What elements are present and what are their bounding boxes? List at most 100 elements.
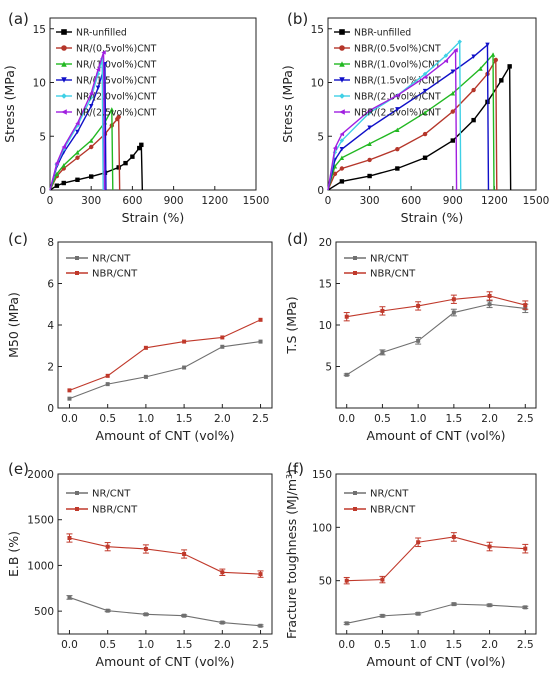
- x-tick-label: 1.5: [176, 413, 193, 425]
- series-nr-1-0vol-cnt: [49, 107, 114, 191]
- y-tick-label: 0: [39, 185, 46, 197]
- data-point: [54, 183, 60, 188]
- x-tick-label: 0.5: [374, 639, 391, 651]
- data-point: [487, 293, 492, 298]
- data-point: [143, 612, 148, 617]
- plot-frame: [49, 17, 257, 191]
- data-point: [367, 157, 372, 163]
- legend-label: NBR/CNT: [370, 269, 416, 280]
- data-point: [422, 71, 428, 77]
- legend-item: NR/CNT: [66, 489, 131, 500]
- data-point: [457, 39, 462, 44]
- legend-item: NBR/(2.0vol%)CNT: [334, 92, 441, 103]
- legend-label: NR/(1.5vol%)CNT: [76, 76, 157, 87]
- data-point: [258, 317, 263, 322]
- data-point: [101, 50, 106, 55]
- data-point: [89, 138, 94, 143]
- legend-marker: [61, 93, 67, 99]
- data-point: [395, 166, 400, 171]
- legend-marker: [75, 256, 79, 260]
- x-axis-label: Strain (%): [401, 210, 464, 225]
- data-point: [450, 91, 455, 96]
- series-nbr-cnt: [343, 291, 529, 322]
- data-point: [344, 372, 349, 377]
- data-point: [485, 42, 490, 48]
- legend-label: NBR/(0.5vol%)CNT: [354, 44, 441, 55]
- y-axis-label: E.B (%): [6, 531, 21, 577]
- x-tick-label: 0.0: [338, 639, 355, 651]
- legend-label: NBR-unfilled: [354, 28, 411, 39]
- data-point: [367, 125, 372, 130]
- y-tick-label: 20: [319, 237, 332, 249]
- legend-marker: [353, 491, 357, 495]
- y-axis-label: Fracture toughness (MJ/m3): [284, 469, 299, 639]
- data-point: [95, 67, 101, 72]
- legend-item: NBR/CNT: [344, 505, 416, 516]
- data-point: [339, 179, 345, 184]
- y-tick-label: 1000: [27, 560, 54, 572]
- x-tick-label: 1.5: [176, 639, 193, 651]
- data-point: [443, 53, 449, 58]
- panel-c: (c) 0.0 0.5 1.0 1.5 2.0 2.5 0 2 4 6 8 Amount of CNT …: [6, 230, 273, 443]
- data-point: [75, 177, 80, 182]
- legend-item: NBR-unfilled: [334, 28, 411, 39]
- legend-item: NBR/CNT: [66, 269, 138, 280]
- legend-label: NBR/CNT: [92, 269, 138, 280]
- legend-label: NR/(0.5vol%)CNT: [76, 44, 157, 55]
- legend-label: NBR/(1.0vol%)CNT: [354, 60, 441, 71]
- data-point: [451, 602, 456, 607]
- x-tick-label: 2.5: [517, 639, 534, 651]
- legend-label: NR/CNT: [370, 254, 409, 265]
- series-line: [346, 536, 526, 582]
- y-tick-label: 1500: [27, 515, 54, 527]
- data-point: [89, 91, 94, 96]
- data-point: [443, 58, 449, 64]
- data-point: [220, 335, 225, 340]
- legend-label: NR/(1.0vol%)CNT: [76, 60, 157, 71]
- x-tick-label: 1200: [201, 195, 228, 207]
- data-point: [395, 127, 400, 132]
- y-axis-label-text: Fracture toughness (MJ/m: [284, 479, 299, 639]
- data-point: [137, 145, 142, 151]
- data-point: [105, 373, 110, 378]
- y-axis-label-text: T.S (MPa): [284, 296, 299, 354]
- y-axis-label-text: Stress (MPa): [280, 65, 295, 143]
- panel-e: (e) 0.0 0.5 1.0 1.5 2.0 2.5 500 1000 1500 2000 Amou…: [6, 460, 273, 669]
- legend-marker: [353, 507, 357, 511]
- data-point: [220, 620, 225, 625]
- data-point: [105, 382, 110, 387]
- data-point: [490, 52, 496, 57]
- series-line: [346, 295, 526, 318]
- legend-marker: [61, 109, 67, 115]
- x-tick-label: 0.5: [99, 639, 116, 651]
- data-point: [450, 69, 455, 74]
- legend-label: NR/CNT: [92, 489, 131, 500]
- data-point: [380, 577, 385, 582]
- legend-item: NR/(1.5vol%)CNT: [56, 76, 157, 87]
- data-point: [75, 155, 80, 160]
- data-point: [130, 154, 135, 159]
- legend-item: NR-unfilled: [56, 28, 127, 39]
- y-axis-label-sup: 3: [285, 474, 294, 479]
- x-tick-label: 300: [360, 195, 380, 207]
- data-point: [182, 339, 187, 344]
- data-point: [332, 145, 338, 151]
- data-point: [487, 603, 492, 608]
- x-tick-label: 2.0: [214, 413, 231, 425]
- y-tick-label: 100: [312, 522, 332, 534]
- legend-item: NR/(2.5vol%)CNT: [56, 108, 157, 119]
- legend-marker: [61, 45, 67, 51]
- series-nbr-2-5vol-cnt: [327, 48, 458, 191]
- legend-marker: [353, 256, 357, 260]
- data-point: [258, 572, 263, 577]
- x-tick-label: 600: [122, 195, 142, 207]
- data-point: [67, 388, 72, 393]
- x-tick-label: 1500: [243, 195, 270, 207]
- legend-marker: [339, 45, 345, 51]
- x-tick-label: 2.0: [481, 413, 498, 425]
- legend-label: NBR/CNT: [92, 505, 138, 516]
- x-tick-label: 1.5: [446, 413, 463, 425]
- plot-frame: [335, 241, 537, 409]
- y-tick-label: 50: [319, 576, 332, 588]
